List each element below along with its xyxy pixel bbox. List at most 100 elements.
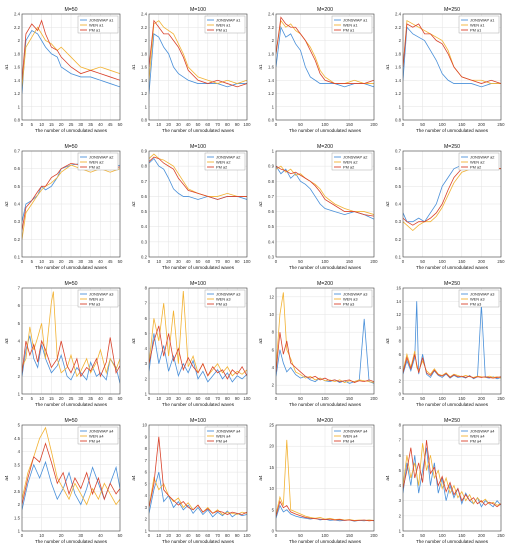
x-tick-label: 30 bbox=[176, 533, 181, 538]
x-tick-label: 100 bbox=[439, 122, 447, 127]
y-tick-label: 1.8 bbox=[268, 51, 275, 56]
x-tick-label: 30 bbox=[78, 122, 83, 127]
x-tick-label: 40 bbox=[186, 533, 191, 538]
series-line-jonswap bbox=[276, 25, 374, 88]
x-tick-label: 150 bbox=[346, 259, 354, 264]
legend-entry: WEN a4 bbox=[216, 433, 231, 438]
x-tick-label: 100 bbox=[243, 533, 251, 538]
series-line-jonswap bbox=[22, 30, 120, 94]
y-tick-label: 0.7 bbox=[268, 194, 275, 199]
series-line-wen bbox=[276, 439, 374, 521]
y-axis-label: a2 bbox=[4, 201, 9, 207]
y-tick-label: 0.8 bbox=[14, 118, 21, 123]
y-tick-label: 0.1 bbox=[395, 255, 402, 260]
x-tick-label: 40 bbox=[98, 533, 103, 538]
subplot-title: M=200 bbox=[317, 418, 333, 424]
legend-entry: WEN a3 bbox=[216, 296, 231, 301]
series-line-pm bbox=[276, 500, 374, 522]
y-tick-label: 4 bbox=[399, 483, 402, 488]
y-axis-label: a4 bbox=[258, 475, 263, 481]
x-tick-label: 100 bbox=[243, 122, 251, 127]
x-tick-label: 25 bbox=[69, 259, 74, 264]
x-tick-label: 200 bbox=[478, 259, 486, 264]
y-tick-label: 0.9 bbox=[268, 164, 275, 169]
series-line-wen bbox=[149, 20, 247, 84]
legend-entry: WEN a4 bbox=[470, 433, 485, 438]
y-tick-label: 5 bbox=[18, 321, 21, 326]
x-tick-label: 0 bbox=[148, 533, 151, 538]
y-tick-label: 8 bbox=[145, 286, 148, 291]
subplot-title: M=250 bbox=[444, 281, 460, 287]
y-tick-label: 3 bbox=[399, 498, 402, 503]
axes-frame bbox=[21, 13, 121, 121]
y-axis-label: a1 bbox=[4, 64, 9, 70]
x-tick-label: 70 bbox=[215, 259, 220, 264]
x-tick-label: 50 bbox=[298, 122, 303, 127]
x-axis-label: The number of unmodulated waves bbox=[162, 539, 235, 544]
x-tick-label: 40 bbox=[98, 396, 103, 401]
axes-frame bbox=[148, 424, 248, 532]
x-tick-label: 100 bbox=[321, 122, 329, 127]
y-tick-label: 2 bbox=[145, 517, 148, 522]
subplot-title: M=200 bbox=[317, 281, 333, 287]
x-tick-label: 30 bbox=[176, 122, 181, 127]
x-tick-label: 50 bbox=[118, 122, 123, 127]
y-tick-label: 1.2 bbox=[395, 91, 402, 96]
y-tick-label: 2.4 bbox=[395, 12, 402, 17]
x-axis-label: The number of unmodulated waves bbox=[416, 265, 489, 270]
axes-frame bbox=[275, 424, 375, 532]
series-line-wen bbox=[22, 426, 120, 506]
x-tick-label: 200 bbox=[370, 396, 378, 401]
y-tick-label: 10 bbox=[269, 312, 274, 317]
legend-entry: PM a1 bbox=[470, 27, 481, 32]
x-tick-label: 20 bbox=[59, 122, 64, 127]
legend-entry: PM a3 bbox=[470, 301, 481, 306]
legend-entry: JONSWAP a4 bbox=[216, 428, 241, 433]
x-tick-label: 5 bbox=[31, 396, 34, 401]
x-tick-label: 5 bbox=[31, 259, 34, 264]
legend-entry: JONSWAP a1 bbox=[343, 17, 367, 22]
y-tick-label: 1.8 bbox=[14, 51, 21, 56]
x-tick-label: 0 bbox=[148, 396, 151, 401]
y-tick-label: 0 bbox=[399, 392, 402, 397]
x-tick-label: 250 bbox=[497, 122, 505, 127]
y-tick-label: 1.4 bbox=[141, 78, 148, 83]
y-axis-label: a2 bbox=[258, 201, 263, 207]
y-tick-label: 6 bbox=[145, 316, 148, 321]
x-tick-label: 80 bbox=[225, 533, 230, 538]
y-axis-label: a3 bbox=[258, 338, 263, 344]
legend-entry: JONSWAP a3 bbox=[89, 291, 113, 296]
y-tick-label: 5 bbox=[145, 481, 148, 486]
x-tick-label: 30 bbox=[78, 259, 83, 264]
x-tick-label: 50 bbox=[420, 533, 425, 538]
subplot-title: M=50 bbox=[64, 7, 77, 13]
y-axis-label: a2 bbox=[131, 201, 136, 207]
legend-box bbox=[77, 152, 119, 171]
x-tick-label: 10 bbox=[156, 122, 161, 127]
y-tick-label: 1.6 bbox=[395, 65, 402, 70]
x-tick-label: 35 bbox=[88, 259, 93, 264]
x-tick-label: 70 bbox=[215, 122, 220, 127]
y-tick-label: 8 bbox=[399, 423, 402, 428]
x-tick-label: 40 bbox=[98, 259, 103, 264]
legend-entry: PM a2 bbox=[470, 164, 481, 169]
x-tick-label: 0 bbox=[275, 533, 278, 538]
y-tick-label: 7 bbox=[145, 301, 148, 306]
x-tick-label: 150 bbox=[346, 396, 354, 401]
legend-box bbox=[204, 152, 246, 171]
legend-entry: PM a4 bbox=[470, 438, 482, 443]
axes-frame bbox=[402, 287, 502, 395]
legend-entry: PM a4 bbox=[216, 438, 228, 443]
y-tick-label: 2.4 bbox=[268, 12, 275, 17]
y-tick-label: 8 bbox=[399, 339, 402, 344]
x-tick-label: 50 bbox=[298, 396, 303, 401]
x-tick-label: 50 bbox=[196, 533, 201, 538]
y-tick-label: 1 bbox=[18, 529, 21, 534]
series-line-wen bbox=[22, 291, 120, 378]
legend-entry: WEN a1 bbox=[343, 22, 358, 27]
y-tick-label: 1.2 bbox=[141, 91, 148, 96]
y-tick-label: 8 bbox=[145, 446, 148, 451]
y-tick-label: 0.4 bbox=[268, 239, 275, 244]
